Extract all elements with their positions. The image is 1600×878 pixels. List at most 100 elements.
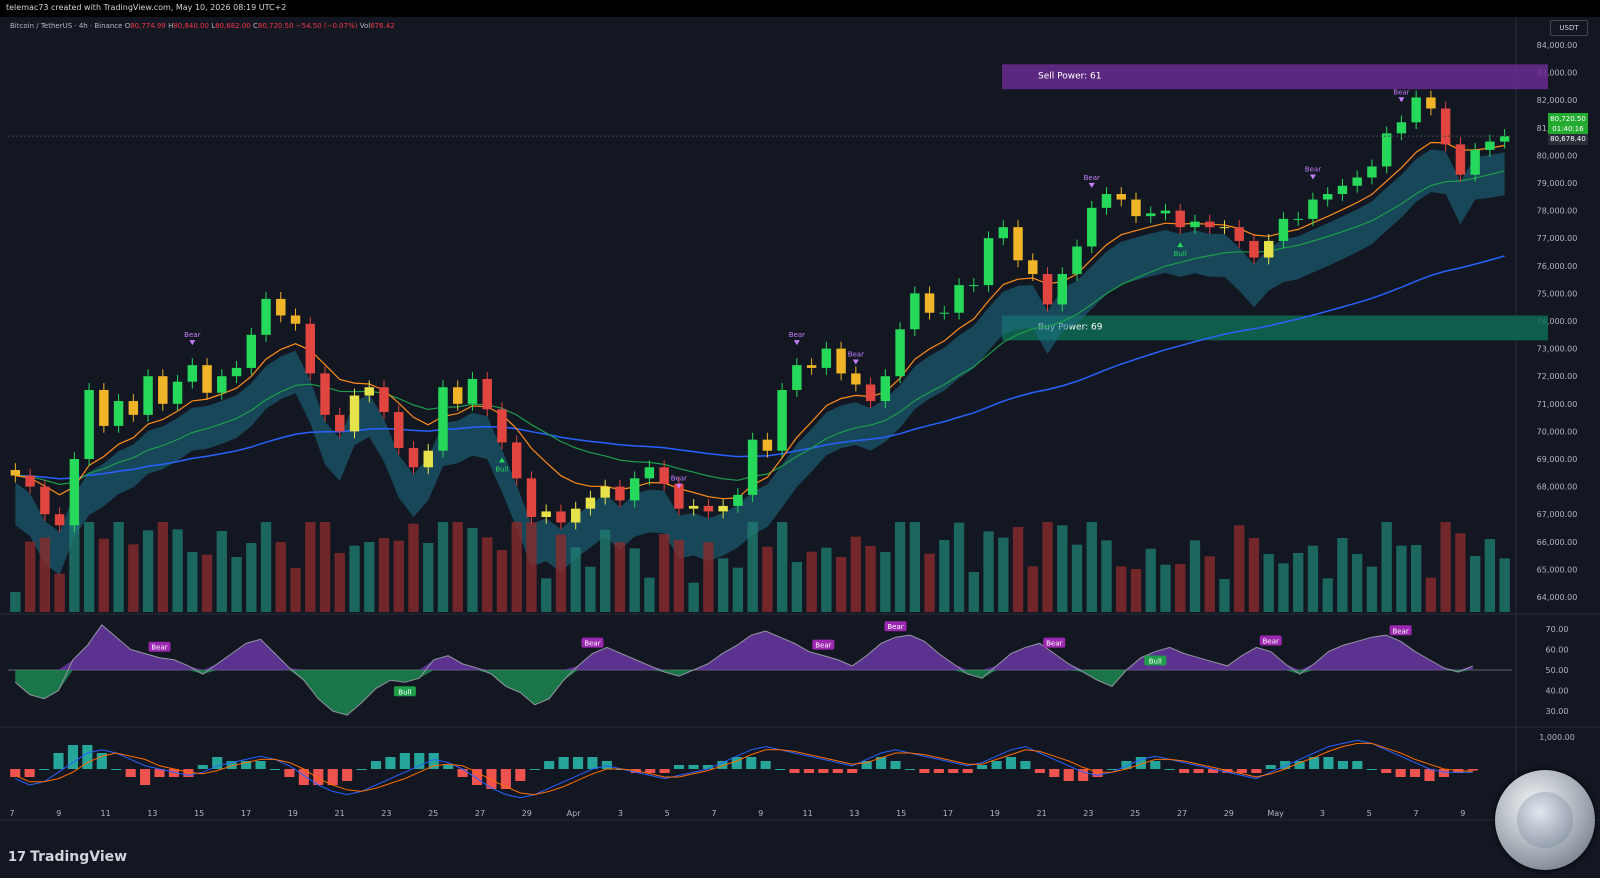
candle-body — [423, 450, 433, 468]
bear-signal-label: Bear — [1305, 166, 1321, 174]
volume-bar — [703, 542, 714, 612]
macd-histogram-bar — [803, 769, 814, 773]
volume-bar — [1101, 540, 1112, 612]
high-value: 80,840.00 — [173, 22, 209, 30]
volume-bar — [113, 522, 124, 612]
macd-histogram-bar — [1020, 761, 1031, 769]
volume-bar — [1366, 566, 1378, 612]
volume-bar — [98, 538, 110, 612]
macd-histogram-bar — [125, 769, 136, 777]
price-tick-label: 79,000.00 — [1537, 179, 1578, 188]
tradingview-logo-icon: 𝟭𝟳 — [8, 850, 27, 865]
volume-bar — [968, 572, 979, 612]
candle-body — [1101, 194, 1112, 208]
macd-histogram-bar — [702, 765, 713, 769]
rsi-bear-label: Bear — [815, 642, 831, 650]
volume-bar — [1381, 522, 1392, 612]
volume-bar — [1278, 563, 1289, 612]
volume-bar — [1130, 569, 1142, 612]
volume-bar — [998, 537, 1009, 612]
price-tick-label: 66,000.00 — [1537, 538, 1578, 547]
candle-body — [408, 447, 419, 468]
candle-body — [1470, 149, 1480, 175]
candle-body — [1426, 97, 1436, 109]
price-tick-label: 68,000.00 — [1537, 483, 1578, 492]
price-tick-label: 75,000.00 — [1537, 289, 1578, 298]
macd-histogram-bar — [1352, 761, 1363, 769]
close-label: C — [253, 22, 258, 30]
volume-bar — [83, 522, 95, 612]
volume-bar — [526, 522, 537, 612]
macd-histogram-bar — [385, 757, 396, 769]
candle-body — [1278, 218, 1289, 241]
candle-body — [217, 376, 227, 393]
macd-histogram-bar — [414, 753, 425, 769]
bull-marker-icon — [498, 457, 505, 463]
time-tick-label: 23 — [1083, 809, 1093, 818]
candle-body — [99, 390, 109, 426]
candle-body — [688, 505, 699, 509]
time-tick-label: 21 — [1037, 809, 1047, 818]
bear-marker-icon — [1088, 182, 1095, 188]
macd-histogram-bar — [1308, 757, 1320, 769]
candle-body — [969, 285, 979, 287]
time-tick-label: 17 — [241, 809, 251, 818]
rsi-bear-badge — [812, 639, 835, 650]
macd-histogram-bar — [1078, 769, 1089, 781]
volume-bar — [1219, 579, 1230, 612]
macd-histogram-bar — [529, 769, 540, 770]
time-tick-label: 11 — [101, 809, 111, 818]
macd-histogram-bar — [1150, 761, 1161, 769]
volume-bar — [349, 545, 360, 612]
macd-histogram-bar — [154, 769, 165, 777]
rsi-bull-badge — [1144, 655, 1167, 666]
rsi-tick-label: 30.00 — [1546, 707, 1569, 716]
price-tick-label: 78,000.00 — [1537, 207, 1578, 216]
volume-bar — [187, 552, 198, 612]
trend-cloud — [15, 149, 1505, 575]
time-tick-label: 3 — [1320, 809, 1325, 818]
candle-body — [187, 365, 198, 382]
symbol-name[interactable]: Bitcoin / TetherUS · 4h · Binance — [10, 22, 123, 30]
macd-histogram-bar — [284, 769, 295, 777]
currency-button[interactable]: USDT — [1550, 20, 1588, 36]
time-tick-label: 9 — [758, 809, 763, 818]
bar-countdown: 01:40:16 — [1552, 125, 1584, 133]
candle-body — [718, 505, 728, 512]
candle-body — [467, 378, 478, 404]
candle-body — [526, 478, 537, 517]
macd-histogram-bar — [1135, 757, 1146, 769]
volume-bar — [880, 552, 891, 612]
macd-tick-label: 1,000.00 — [1539, 733, 1575, 742]
open-value: 80,774.99 — [130, 22, 166, 30]
macd-signal-line — [15, 742, 1473, 796]
macd-histogram-bar — [1410, 769, 1421, 777]
candle-body — [644, 467, 655, 479]
volume-bar — [1499, 558, 1510, 612]
candle-body — [851, 373, 861, 385]
bear-marker-icon — [675, 483, 682, 489]
macd-histogram-bar — [140, 769, 151, 785]
candle-body — [379, 387, 389, 413]
volume-bar — [585, 566, 596, 612]
candle-body — [762, 439, 773, 451]
candle-body — [158, 376, 168, 404]
volume-bar — [1469, 556, 1481, 612]
volume-bar — [423, 543, 434, 612]
volume-bar — [644, 577, 655, 612]
macd-histogram-bar — [1106, 769, 1118, 770]
rsi-bear-badge — [1043, 637, 1066, 648]
volume-bar — [378, 538, 390, 612]
volume-bar — [541, 578, 552, 612]
macd-histogram-bar — [168, 769, 180, 777]
time-tick-label: 29 — [522, 809, 532, 818]
rsi-bear-label: Bear — [887, 623, 903, 631]
volume-bar — [600, 529, 611, 612]
candle-body — [1322, 194, 1333, 200]
macd-histogram-bar — [1424, 769, 1435, 781]
macd-histogram-bar — [471, 769, 483, 785]
candle-body — [1308, 199, 1318, 219]
candle-body — [910, 293, 920, 330]
candle-body — [438, 387, 448, 451]
